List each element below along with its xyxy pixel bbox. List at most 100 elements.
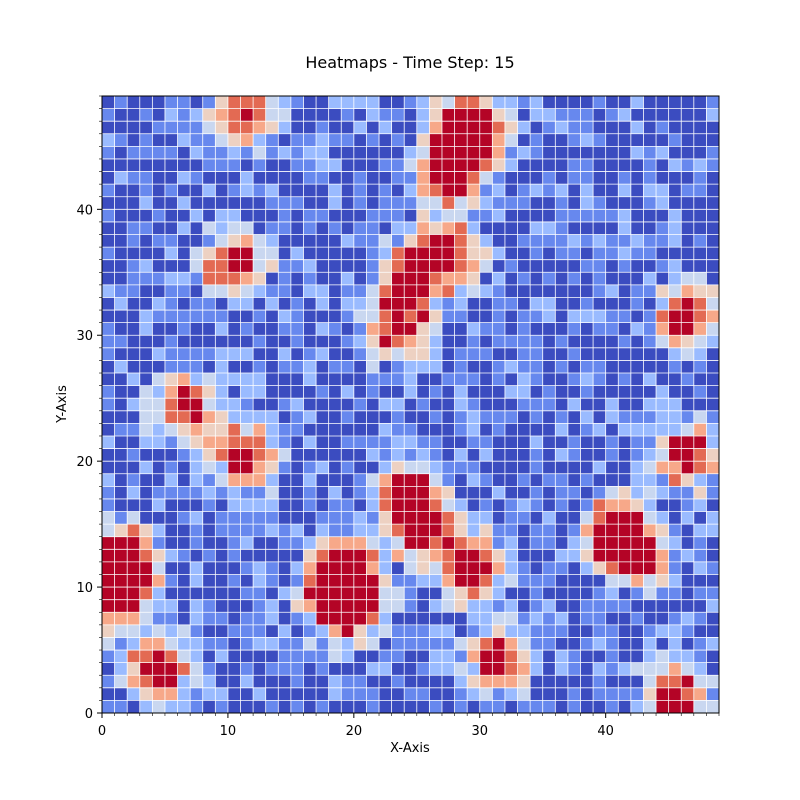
heatmap-cell [353, 435, 367, 449]
heatmap-cell [630, 637, 644, 651]
heatmap-cell [630, 561, 644, 575]
heatmap-cell [630, 297, 644, 311]
heatmap-cell [593, 498, 606, 512]
heatmap-cell [706, 209, 720, 223]
heatmap-cell [240, 650, 254, 663]
heatmap-cell [517, 209, 531, 223]
heatmap-cell [227, 574, 241, 588]
heatmap-cell [379, 221, 392, 235]
heatmap-cell [479, 511, 493, 525]
heatmap-cell [391, 247, 405, 260]
heatmap-cell [303, 297, 317, 311]
heatmap-cell [693, 675, 707, 689]
heatmap-cell [404, 675, 418, 689]
heatmap-cell [102, 284, 115, 298]
heatmap-cell [190, 196, 204, 210]
heatmap-cell [605, 385, 619, 399]
heatmap-cell [190, 448, 204, 462]
heatmap-cell [303, 486, 317, 500]
heatmap-cell [114, 675, 128, 689]
heatmap-cell [102, 612, 115, 626]
heatmap-cell [202, 133, 216, 147]
heatmap-cell [504, 524, 518, 538]
x-tick-label: 20 [346, 724, 363, 739]
heatmap-cell [416, 385, 430, 399]
heatmap-cell [303, 121, 317, 135]
heatmap-cell [580, 561, 594, 575]
heatmap-cell [454, 574, 468, 588]
heatmap-cell [630, 284, 644, 298]
heatmap-cell [580, 322, 594, 336]
heatmap-cell [567, 108, 581, 122]
heatmap-cell [605, 158, 619, 172]
heatmap-cell [580, 536, 594, 550]
heatmap-cell [328, 96, 342, 109]
heatmap-cell [656, 234, 669, 248]
heatmap-cell [114, 310, 128, 323]
heatmap-cell [504, 234, 518, 248]
heatmap-cell [681, 133, 695, 147]
heatmap-cell [152, 184, 166, 198]
heatmap-cell [479, 373, 493, 386]
heatmap-cell [643, 637, 657, 651]
heatmap-cell [429, 234, 443, 248]
heatmap-cell [618, 637, 632, 651]
heatmap-cell [706, 347, 720, 361]
heatmap-cell [164, 662, 178, 676]
heatmap-cell [416, 146, 430, 160]
heatmap-cell [227, 209, 241, 223]
heatmap-cell [404, 624, 418, 638]
heatmap-cell [190, 247, 204, 260]
heatmap-cell [668, 297, 682, 311]
heatmap-cell [517, 498, 531, 512]
heatmap-cell [580, 272, 594, 286]
heatmap-cell [127, 448, 141, 462]
heatmap-cell [454, 435, 468, 449]
heatmap-cell [379, 108, 392, 122]
heatmap-cell [668, 612, 682, 626]
heatmap-cell [404, 423, 418, 437]
heatmap-cell [555, 574, 569, 588]
heatmap-cell [630, 650, 644, 663]
heatmap-cell [467, 247, 481, 260]
heatmap-cell [316, 108, 329, 122]
heatmap-cell [643, 524, 657, 538]
heatmap-cell [542, 108, 556, 122]
heatmap-cell [492, 322, 506, 336]
heatmap-cell [593, 310, 606, 323]
heatmap-cell [316, 612, 329, 626]
heatmap-cell [102, 385, 115, 399]
heatmap-cell [530, 171, 544, 185]
heatmap-cell [102, 473, 115, 487]
heatmap-cell [177, 259, 191, 273]
heatmap-cell [114, 574, 128, 588]
heatmap-cell [290, 310, 304, 323]
heatmap-cell [567, 335, 581, 349]
heatmap-cell [152, 675, 166, 689]
heatmap-cell [303, 385, 317, 399]
heatmap-cell [353, 461, 367, 475]
heatmap-cell [328, 398, 342, 412]
heatmap-cell [202, 171, 216, 185]
heatmap-cell [706, 322, 720, 336]
heatmap-cell [102, 461, 115, 475]
heatmap-cell [618, 234, 632, 248]
heatmap-cell [542, 599, 556, 613]
heatmap-cell [253, 247, 266, 260]
heatmap-cell [202, 536, 216, 550]
heatmap-cell [416, 461, 430, 475]
heatmap-cell [517, 662, 531, 676]
heatmap-cell [114, 511, 128, 525]
heatmap-cell [190, 96, 204, 109]
heatmap-cell [467, 272, 481, 286]
heatmap-cell [479, 435, 493, 449]
heatmap-cell [341, 461, 355, 475]
heatmap-cell [379, 96, 392, 109]
heatmap-cell [441, 574, 455, 588]
heatmap-cell [316, 272, 329, 286]
heatmap-cell [618, 184, 632, 198]
heatmap-cell [253, 561, 266, 575]
heatmap-cell [593, 423, 606, 437]
heatmap-cell [643, 234, 657, 248]
